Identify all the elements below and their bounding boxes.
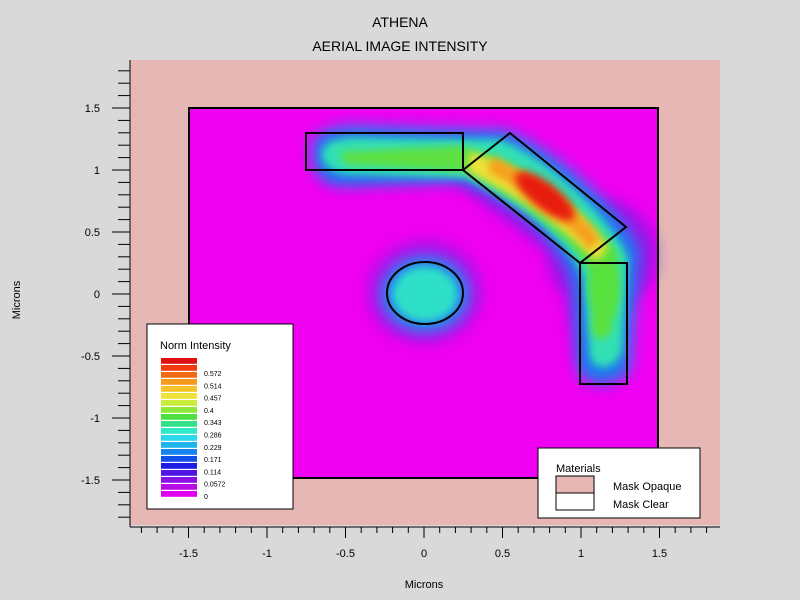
x-tick-label: -0.5 <box>336 548 355 560</box>
colorbar-title: Norm Intensity <box>160 340 231 352</box>
x-axis-label: Microns <box>405 579 444 591</box>
y-tick-label: 1 <box>94 165 100 177</box>
y-tick-label: 0 <box>94 289 100 301</box>
y-tick-label: -1.5 <box>81 475 100 487</box>
x-tick-label: -1 <box>262 548 272 560</box>
mask-opaque-swatch <box>555 475 595 494</box>
contact-outline <box>386 261 464 325</box>
colorbar-swatch <box>161 470 197 476</box>
x-tick-label: 0.5 <box>495 548 510 560</box>
colorbar-label: 0.457 <box>204 396 222 403</box>
colorbar-swatch <box>161 358 197 364</box>
y-axis-tick-labels: 1.5 1 0.5 0 -0.5 -1 -1.5 <box>81 103 100 487</box>
colorbar-label: 0.171 <box>204 457 222 464</box>
y-tick-label: -1 <box>90 413 100 425</box>
colorbar-label: 0.514 <box>204 383 222 390</box>
colorbar-swatch <box>161 407 197 413</box>
diagonal-segment-outline <box>461 131 628 265</box>
x-tick-label: 1.5 <box>652 548 667 560</box>
mask-opaque-label: Mask Opaque <box>613 481 681 493</box>
colorbar-swatch <box>161 386 197 392</box>
colorbar-swatches <box>161 358 197 497</box>
colorbar-swatch <box>161 421 197 427</box>
colorbar-label: 0.343 <box>204 420 222 427</box>
vertical-bar-outline <box>579 262 628 385</box>
x-tick-label: -1.5 <box>179 548 198 560</box>
colorbar-swatch <box>161 428 197 434</box>
materials-legend: Materials Mask Opaque Mask Clear <box>537 447 701 519</box>
materials-legend-title: Materials <box>556 463 601 475</box>
colorbar-label: 0 <box>204 494 208 501</box>
colorbar-swatch <box>161 372 197 378</box>
x-axis-ticks <box>140 527 708 538</box>
intensity-map <box>312 125 657 384</box>
chart-subtitle: AERIAL IMAGE INTENSITY <box>312 38 488 54</box>
colorbar-legend: Norm Intensity 0.5720.5140.4570.40.3430.… <box>146 323 294 510</box>
colorbar-swatch <box>161 393 197 399</box>
colorbar-swatch <box>161 484 197 490</box>
colorbar-swatch <box>161 491 197 497</box>
field-outline <box>188 107 659 479</box>
y-axis-label: Microns <box>11 280 23 319</box>
intensity-peak <box>515 171 575 221</box>
y-tick-label: 1.5 <box>85 103 100 115</box>
colorbar-swatch <box>161 463 197 469</box>
mask-outlines <box>188 107 659 479</box>
colorbar-labels: 0.572 0.514 0.457 0.4 0.343 0.286 0.229 0.171 0.… <box>204 371 226 501</box>
y-tick-label: 0.5 <box>85 227 100 239</box>
colorbar-label: 0.114 <box>204 469 221 476</box>
y-tick-label: -0.5 <box>81 351 100 363</box>
colorbar-swatch <box>161 414 197 420</box>
chart-title: ATHENA <box>372 14 428 30</box>
x-axis-tick-labels: -1.5 -1 -0.5 0 0.5 1 1.5 <box>179 548 667 560</box>
mask-clear-swatch <box>555 492 595 511</box>
mask-clear-label: Mask Clear <box>613 499 669 511</box>
x-tick-label: 1 <box>578 548 584 560</box>
colorbar-swatch <box>161 435 197 441</box>
colorbar-swatch <box>161 365 197 371</box>
colorbar-swatch <box>161 400 197 406</box>
colorbar-swatch <box>161 379 197 385</box>
colorbar-label: 0.4 <box>204 408 214 415</box>
colorbar-label: 0.0572 <box>204 482 226 489</box>
colorbar-swatch <box>161 477 197 483</box>
x-tick-label: 0 <box>421 548 427 560</box>
colorbar-label: 0.286 <box>204 433 222 440</box>
colorbar-swatch <box>161 449 197 455</box>
y-axis-ticks <box>112 70 130 518</box>
colorbar-label: 0.572 <box>204 371 222 378</box>
colorbar-swatch <box>161 442 197 448</box>
colorbar-swatch <box>161 456 197 462</box>
colorbar-label: 0.229 <box>204 445 222 452</box>
